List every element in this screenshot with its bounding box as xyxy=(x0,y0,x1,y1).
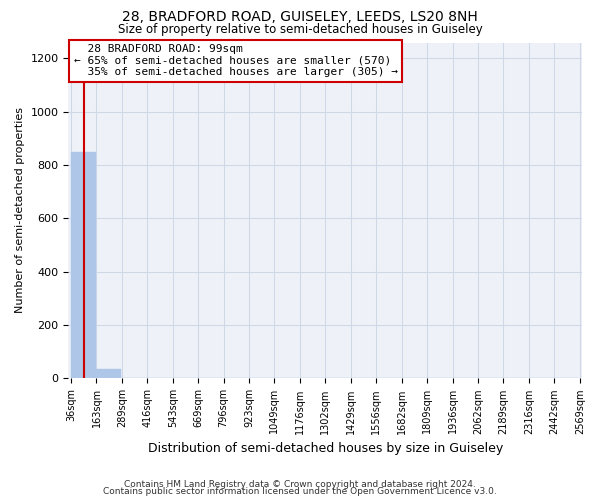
Text: Contains public sector information licensed under the Open Government Licence v3: Contains public sector information licen… xyxy=(103,487,497,496)
Bar xyxy=(71,152,96,378)
Text: 28, BRADFORD ROAD, GUISELEY, LEEDS, LS20 8NH: 28, BRADFORD ROAD, GUISELEY, LEEDS, LS20… xyxy=(122,10,478,24)
X-axis label: Distribution of semi-detached houses by size in Guiseley: Distribution of semi-detached houses by … xyxy=(148,442,503,455)
Y-axis label: Number of semi-detached properties: Number of semi-detached properties xyxy=(15,108,25,314)
Text: Size of property relative to semi-detached houses in Guiseley: Size of property relative to semi-detach… xyxy=(118,22,482,36)
Text: 28 BRADFORD ROAD: 99sqm
← 65% of semi-detached houses are smaller (570)
  35% of: 28 BRADFORD ROAD: 99sqm ← 65% of semi-de… xyxy=(74,44,398,78)
Text: Contains HM Land Registry data © Crown copyright and database right 2024.: Contains HM Land Registry data © Crown c… xyxy=(124,480,476,489)
Bar xyxy=(97,369,121,378)
